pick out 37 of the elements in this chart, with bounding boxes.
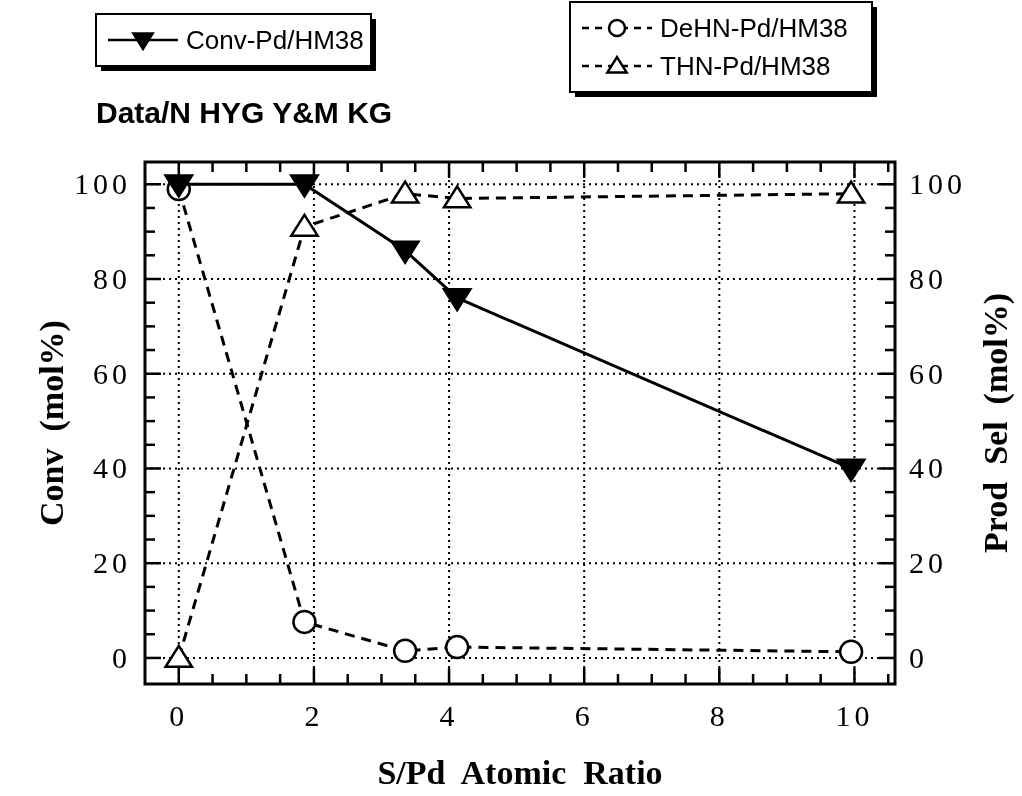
x-tick-label: 2 xyxy=(304,699,324,732)
chart-subtitle: Data/N HYG Y&M KG xyxy=(96,96,393,129)
x-tick-label: 10 xyxy=(835,699,874,732)
y2-tick-label: 100 xyxy=(909,167,966,201)
y2-tick-label: 0 xyxy=(909,640,928,674)
point xyxy=(292,609,317,635)
point xyxy=(836,458,866,482)
x-tick-label: 4 xyxy=(439,699,459,732)
point xyxy=(390,240,420,264)
legend-label: DeHN-Pd/HM38 xyxy=(660,13,848,43)
y-tick-label: 60 xyxy=(93,356,131,390)
legend-label: THN-Pd/HM38 xyxy=(660,51,831,81)
point xyxy=(390,180,420,204)
y2-tick-label: 60 xyxy=(909,356,947,390)
point xyxy=(444,634,470,660)
x-tick-label: 6 xyxy=(574,699,594,732)
y-tick-label: 100 xyxy=(74,167,131,201)
y-tick-label: 80 xyxy=(93,262,131,295)
y-tick-label: 20 xyxy=(93,546,131,580)
y2-tick-label: 20 xyxy=(909,546,947,580)
point xyxy=(392,638,418,664)
y-axis-title: Conv (mol%) xyxy=(33,320,71,526)
point xyxy=(442,287,472,312)
legend-label: Conv-Pd/HM38 xyxy=(186,25,364,55)
x-tick-label: 8 xyxy=(709,699,729,732)
y-tick-label: 0 xyxy=(112,640,131,674)
point xyxy=(290,213,319,237)
point xyxy=(290,174,319,198)
y-tick-label: 40 xyxy=(93,451,131,485)
point xyxy=(836,180,866,204)
y2-tick-label: 40 xyxy=(909,451,947,485)
x-axis-title: S/Pd Atomic Ratio xyxy=(377,754,663,791)
y2-tick-label: 80 xyxy=(909,262,947,295)
point xyxy=(838,639,864,665)
point xyxy=(442,185,472,209)
y2-axis-title: Prod Sel (mol%) xyxy=(977,292,1015,554)
x-tick-label: 0 xyxy=(169,699,189,732)
